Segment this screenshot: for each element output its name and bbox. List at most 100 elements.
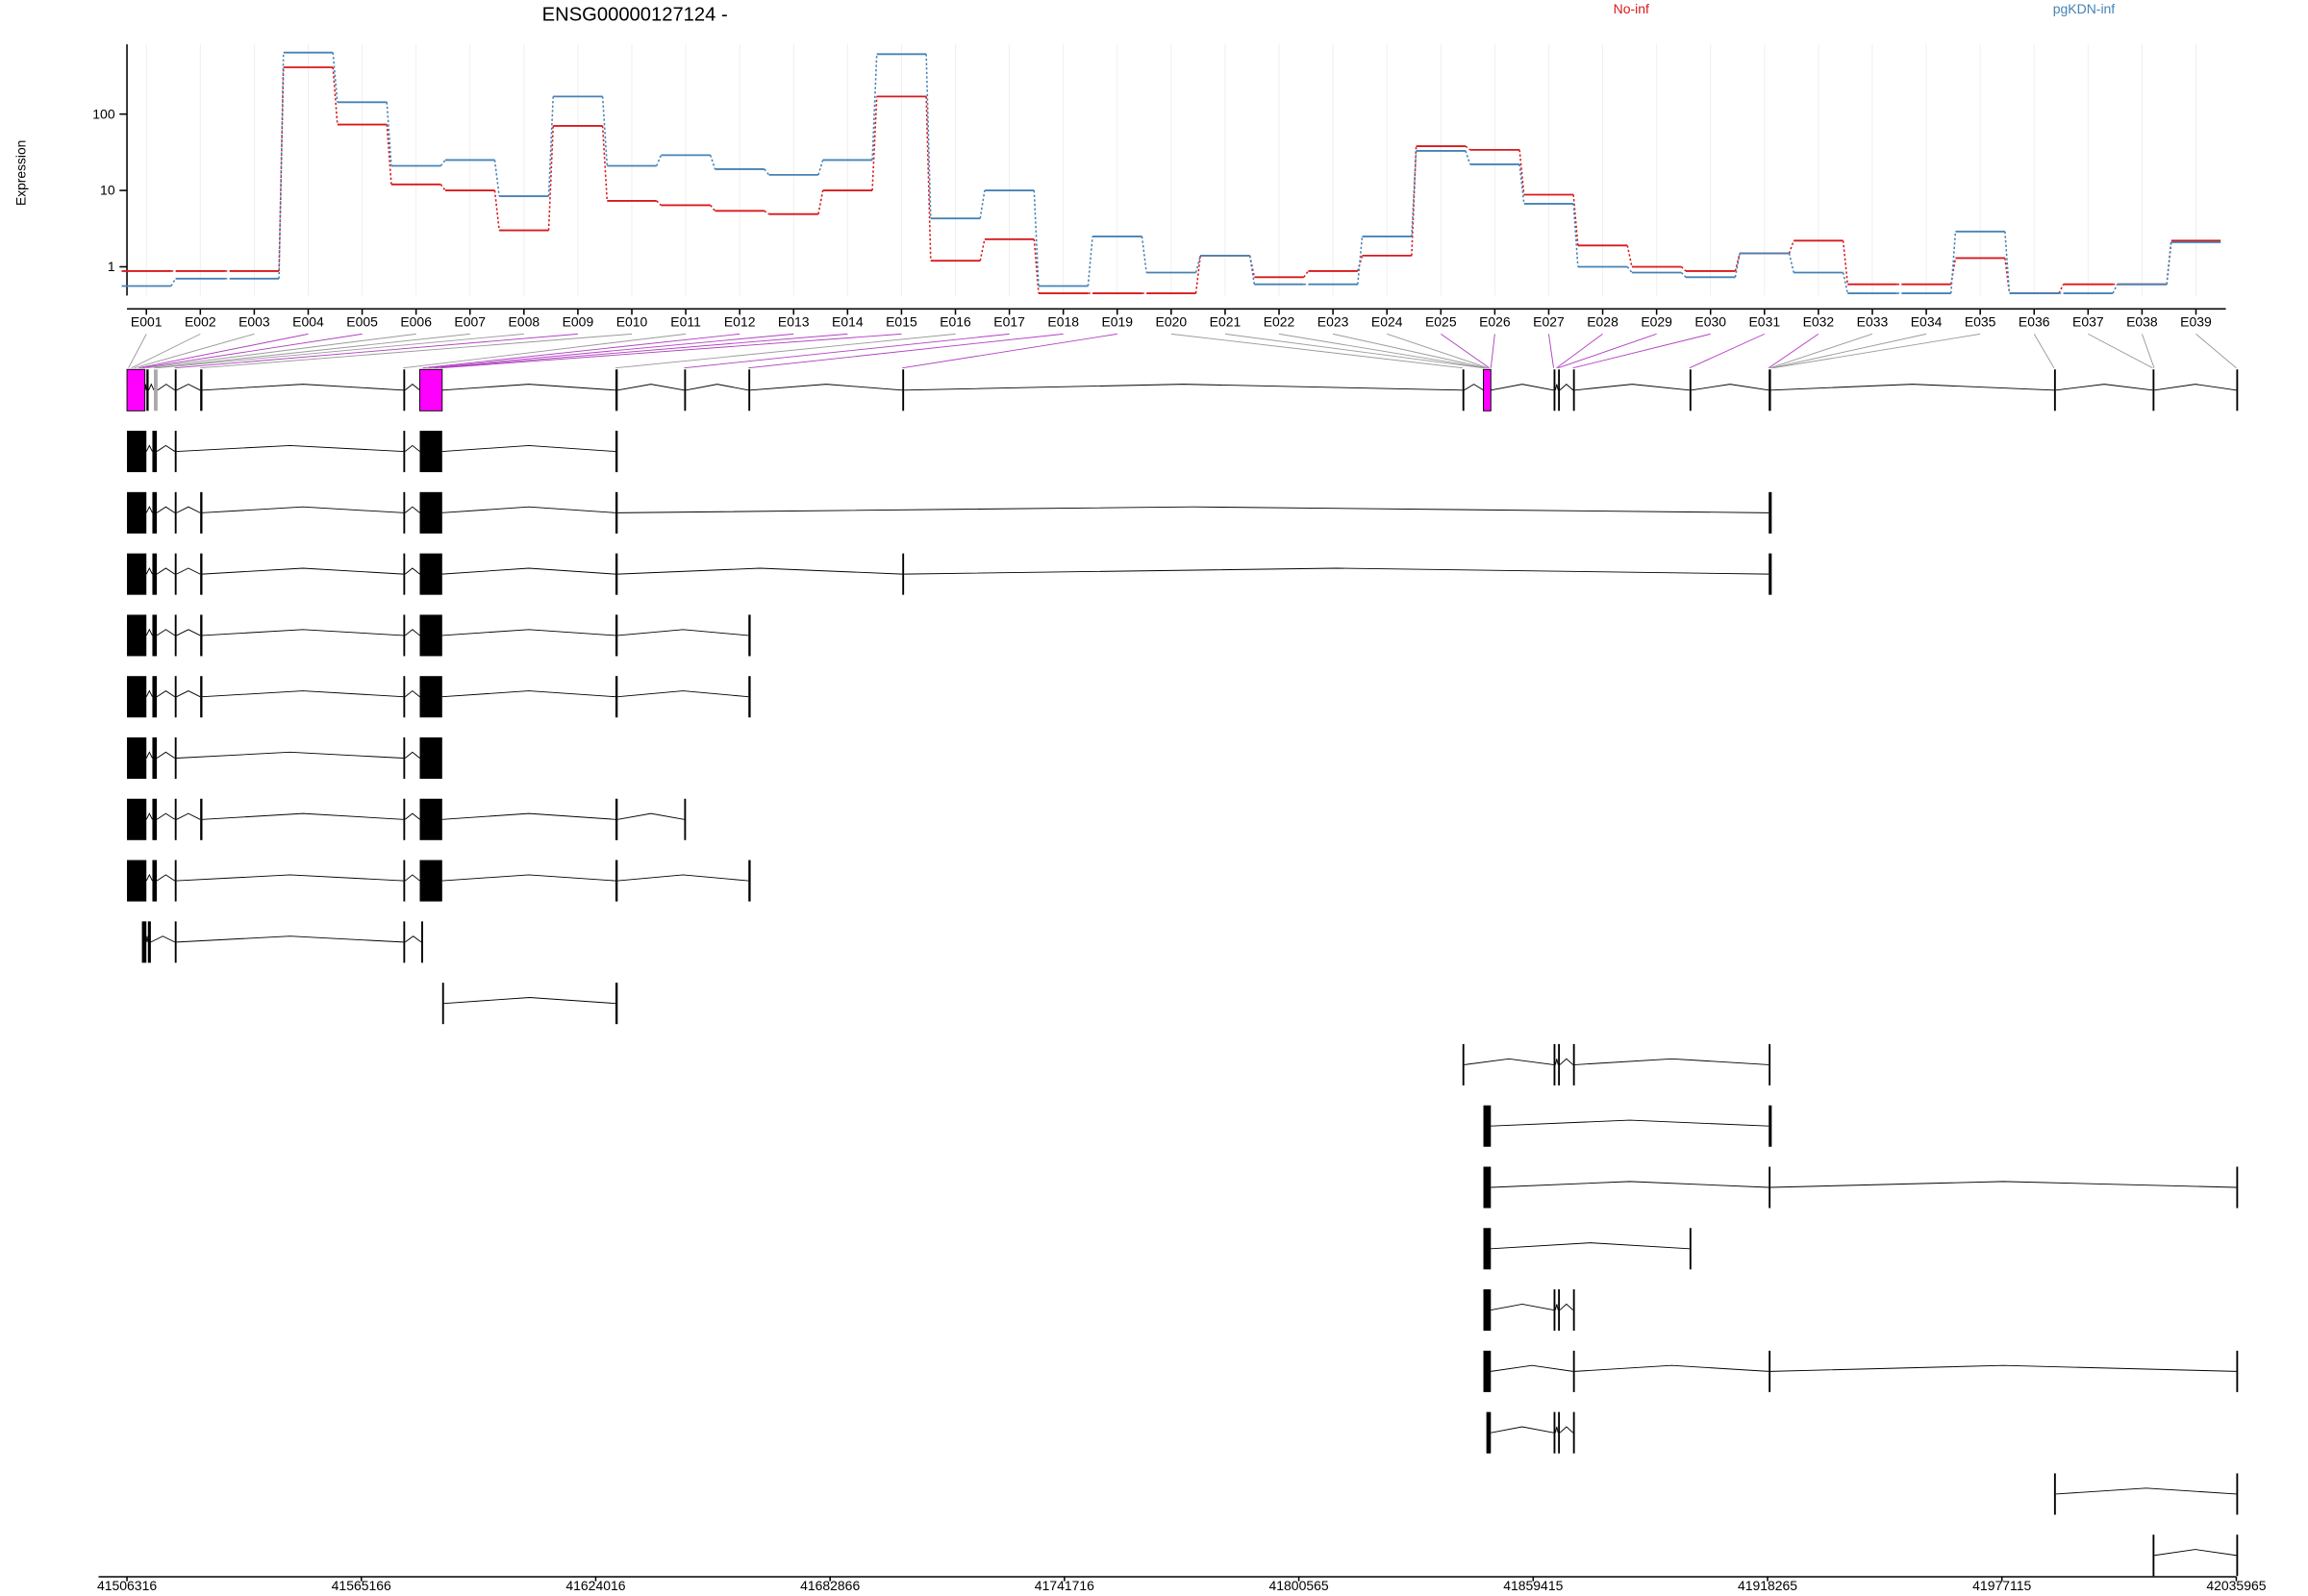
exon [127,798,147,840]
exon [127,614,147,657]
exon [403,614,406,657]
exon [1483,1105,1492,1147]
exon-connector [1769,333,1873,369]
intron [145,444,153,452]
exon [902,553,905,595]
intron [145,689,153,697]
exon [684,798,687,840]
step-connector [2166,241,2172,285]
intron [145,628,153,636]
x-tick-label: E026 [1479,314,1511,330]
x-tick-label: E011 [670,314,701,330]
exon [174,860,177,902]
step-connector [1572,203,1579,267]
intron [1554,384,1559,390]
step-connector [2112,284,2119,294]
intron [156,444,176,452]
exon-connector [1278,333,1486,369]
exon [1769,553,1772,595]
x-tick-label: E008 [509,314,540,330]
exon [2152,1534,2155,1577]
exon [1572,369,1575,411]
intron [404,812,420,820]
x-tick-label: E015 [886,314,917,330]
exon [1553,1289,1556,1332]
intron [176,812,201,820]
intron [441,690,616,698]
exon [1689,369,1692,411]
intron [404,506,420,513]
step-connector [1572,194,1579,246]
step-connector [1357,236,1364,285]
exon-connector [1556,334,1603,369]
exon [615,491,618,534]
x-tick-label: E009 [563,314,594,330]
step-connector [1788,240,1794,254]
exon [403,860,406,902]
exon-connector [153,333,470,369]
exon-connector [1441,333,1491,369]
exon [419,860,442,902]
exon [2152,369,2155,411]
intron [404,384,420,391]
genome-tick-label: 41977115 [1972,1578,2031,1593]
step-connector [278,66,285,271]
step-connector [2004,231,2011,294]
exon-connector [2033,334,2055,368]
exon-connector [2088,333,2153,369]
exon [1558,1289,1561,1332]
intron [1491,1181,1769,1188]
intron [176,384,201,391]
exon [1483,1228,1492,1270]
x-tick-label: E028 [1587,314,1618,330]
step-connector [1842,240,1849,285]
exon [403,736,406,780]
exon [441,983,444,1025]
intron [176,690,201,698]
exon [200,676,203,718]
intron [1559,1426,1574,1434]
intron [617,506,1769,513]
intron [1554,1426,1559,1434]
exon-connector [440,333,902,369]
exon [1483,1289,1492,1332]
step-connector [493,189,500,231]
exon [154,369,158,411]
x-tick-label: E010 [616,314,648,330]
exon [174,491,177,534]
exon-connector [174,333,578,369]
step-connector [1626,266,1633,273]
legend-label: No-inf [1614,1,1649,16]
x-tick-label: E016 [940,314,971,330]
intron [2154,384,2237,391]
exon [2236,1534,2239,1577]
intron [617,690,749,698]
step-connector [332,66,339,125]
exon [200,614,203,657]
exon [419,798,442,840]
x-tick-label: E031 [1748,314,1780,330]
intron [156,874,176,882]
intron [156,567,176,575]
intron [686,384,749,391]
x-tick-label: E004 [292,314,324,330]
intron [144,384,147,390]
step-connector [1680,271,1687,278]
step-connector [1357,255,1364,272]
intron [405,935,422,943]
intron [1559,1058,1574,1065]
exon [1689,1228,1692,1270]
intron [1464,1058,1554,1065]
intron [404,567,420,575]
exon [419,368,443,411]
exon [403,369,406,411]
exon [684,369,687,411]
exon [419,491,442,534]
intron [145,566,153,575]
exon-connector [128,334,147,368]
intron [441,629,616,636]
intron [1559,1303,1574,1310]
intron [1491,1426,1554,1434]
intron [148,383,155,390]
exon [1769,1105,1772,1147]
